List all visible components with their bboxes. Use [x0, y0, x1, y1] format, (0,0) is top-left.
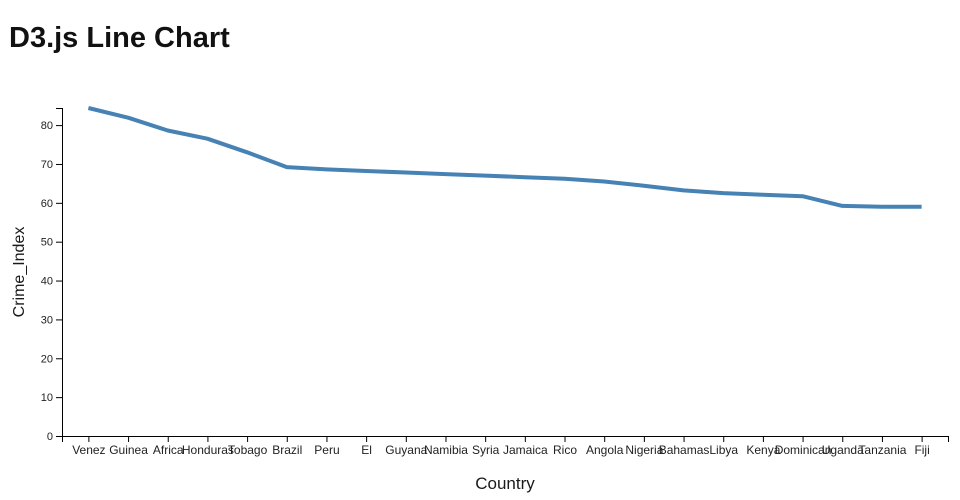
y-tick-label: 40: [41, 276, 53, 288]
x-tick-label: Libya: [709, 443, 738, 457]
x-tick-label: Tanzania: [858, 443, 906, 457]
x-tick-label: Brazil: [272, 443, 302, 457]
y-tick-label: 70: [41, 159, 53, 171]
y-tick-label: 30: [41, 314, 53, 326]
x-tick-label: Dominican: [775, 443, 832, 457]
x-tick-label: Venez: [72, 443, 105, 457]
x-tick-label: Guyana: [385, 443, 427, 457]
x-tick-label: Fiji: [914, 443, 929, 457]
y-tick-label: 20: [41, 353, 53, 365]
x-tick-label: Bahamas: [659, 443, 710, 457]
x-tick-label: El: [361, 443, 372, 457]
page-title: D3.js Line Chart: [9, 22, 230, 54]
y-tick-label: 10: [41, 392, 53, 404]
y-tick-label: 0: [47, 431, 53, 443]
crime-index-line: [87, 106, 922, 209]
x-tick-label: Rico: [553, 443, 577, 457]
y-axis: 0 10 20 30 40 50 60 70 80: [41, 108, 63, 443]
x-tick-label: Kenya: [746, 443, 780, 457]
x-axis-domain: [62, 436, 949, 442]
x-tick-label: Syria: [472, 443, 500, 457]
x-tick-label: Angola: [586, 443, 624, 457]
y-tick-label: 80: [41, 120, 53, 132]
x-tick-label: Uganda: [822, 443, 864, 457]
y-tick-label: 60: [41, 198, 53, 210]
y-tick-label: 50: [41, 237, 53, 249]
x-tick-label: Namibia: [424, 443, 468, 457]
y-axis-label: Crime_Index: [11, 227, 28, 318]
x-tick-label: Honduras: [182, 443, 234, 457]
x-tick-label: Nigeria: [625, 443, 663, 457]
y-axis-domain: [56, 108, 63, 437]
x-axis-label: Country: [475, 474, 535, 493]
x-tick-label: Guinea: [109, 443, 148, 457]
x-tick-label: Tobago: [228, 443, 268, 457]
x-tick-label: Africa: [153, 443, 184, 457]
x-tick-label: Peru: [314, 443, 339, 457]
x-tick-label: Jamaica: [503, 443, 548, 457]
